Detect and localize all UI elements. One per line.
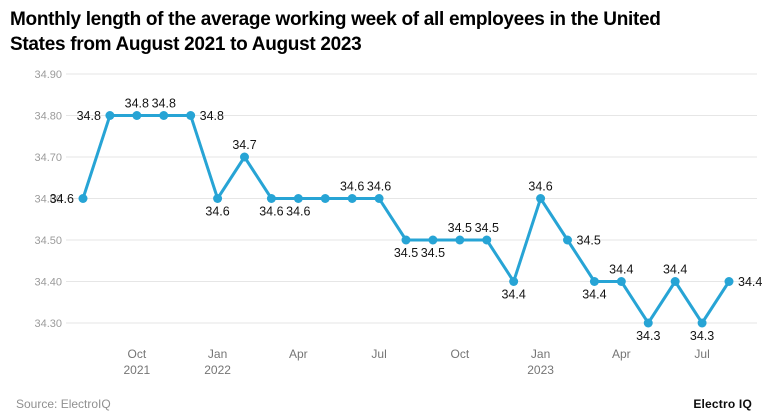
data-point[interactable] — [213, 194, 223, 203]
y-axis-tick-label: 34.70 — [34, 152, 62, 164]
y-axis-tick-label: 34.40 — [34, 277, 62, 289]
data-point[interactable] — [536, 194, 546, 203]
x-axis-tick-label: Apr — [612, 347, 631, 361]
brand-logo: Electro IQ — [693, 397, 752, 411]
x-axis-tick-label: Jul — [371, 347, 386, 361]
data-point[interactable] — [724, 277, 734, 286]
data-point[interactable] — [428, 235, 438, 245]
data-point[interactable] — [240, 152, 249, 162]
point-label: 34.5 — [421, 246, 445, 260]
point-label: 34.8 — [152, 97, 176, 111]
point-label: 34.6 — [50, 192, 74, 206]
point-label: 34.5 — [448, 221, 472, 235]
data-point[interactable] — [105, 111, 115, 120]
point-label: 34.5 — [475, 221, 499, 235]
point-label: 34.8 — [200, 109, 224, 123]
point-label: 34.6 — [340, 180, 364, 194]
data-point[interactable] — [482, 235, 492, 245]
data-point[interactable] — [320, 194, 330, 203]
data-point[interactable] — [616, 277, 626, 286]
data-point[interactable] — [670, 277, 680, 286]
data-point[interactable] — [78, 194, 88, 203]
point-label: 34.5 — [577, 234, 601, 248]
data-point[interactable] — [374, 194, 384, 203]
data-point[interactable] — [643, 318, 653, 328]
data-point[interactable] — [159, 111, 169, 120]
x-axis-tick-label: Oct — [450, 347, 469, 361]
point-label: 34.5 — [394, 246, 418, 260]
point-label: 34.4 — [582, 288, 606, 302]
line-chart: 34.90 34.80 34.70 34.60 34.50 34.40 34.30 Oct 20… — [34, 69, 762, 377]
point-label: 34.3 — [636, 329, 660, 343]
point-label: 34.8 — [125, 97, 149, 111]
x-axis-tick-year: 2021 — [123, 363, 150, 377]
data-point[interactable] — [589, 277, 599, 286]
y-axis-tick-label: 34.80 — [34, 111, 62, 123]
point-label: 34.8 — [77, 109, 101, 123]
data-point[interactable] — [132, 111, 142, 120]
footer: Source: ElectroIQ Electro IQ — [16, 397, 752, 411]
y-axis-tick-label: 34.60 — [34, 194, 62, 206]
y-axis-tick-label: 34.90 — [34, 69, 62, 81]
point-label: 34.6 — [259, 205, 283, 219]
y-axis-tick-label: 34.30 — [34, 318, 62, 330]
point-label: 34.4 — [501, 288, 525, 302]
point-label: 34.4 — [609, 263, 633, 277]
x-axis-tick-label: Jan — [531, 347, 550, 361]
point-label: 34.6 — [367, 180, 391, 194]
data-point[interactable] — [293, 194, 303, 203]
point-label: 34.4 — [663, 263, 687, 277]
data-point[interactable] — [186, 111, 196, 120]
data-point[interactable] — [563, 235, 572, 245]
x-axis-tick-label: Jan — [208, 347, 227, 361]
data-point[interactable] — [509, 277, 519, 286]
series-line — [81, 114, 731, 325]
point-label: 34.6 — [205, 205, 229, 219]
data-point[interactable] — [347, 194, 357, 203]
x-axis-tick-label: Jul — [694, 347, 709, 361]
data-point[interactable] — [266, 194, 276, 203]
data-point[interactable] — [697, 318, 707, 328]
x-axis-tick-label: Oct — [127, 347, 146, 361]
x-axis-tick-year: 2023 — [527, 363, 554, 377]
point-label: 34.7 — [232, 138, 256, 152]
x-axis-tick-label: Apr — [289, 347, 308, 361]
y-axis-tick-label: 34.50 — [34, 235, 62, 247]
point-label: 34.4 — [738, 275, 762, 289]
point-label: 34.6 — [528, 180, 552, 194]
data-point[interactable] — [455, 235, 465, 245]
point-label: 34.6 — [286, 205, 310, 219]
point-label: 34.3 — [690, 329, 714, 343]
x-axis-tick-year: 2022 — [204, 363, 231, 377]
source-label: Source: ElectroIQ — [16, 397, 111, 411]
data-point[interactable] — [401, 235, 411, 245]
page-title: Monthly length of the average working we… — [10, 9, 661, 56]
